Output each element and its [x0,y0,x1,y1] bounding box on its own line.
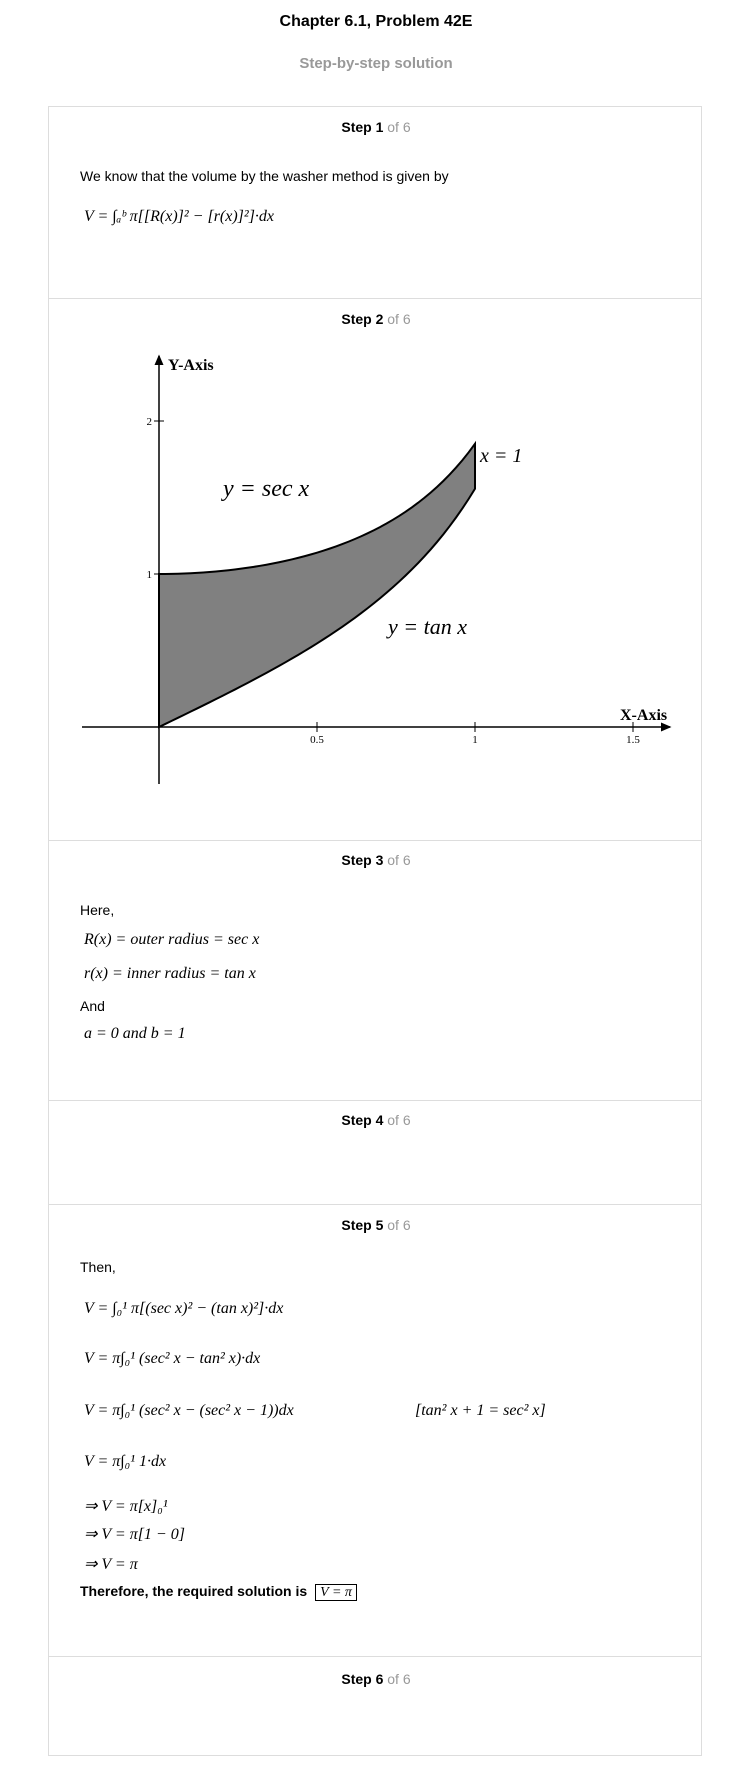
formula: R(x) = outer radius = sec x [84,931,260,948]
formula: V = ∫₀¹ π[(sec x)² − (tan x)²]·dx [84,1300,284,1317]
step-label: Step 4 [341,1112,384,1128]
formula: V = π∫₀¹ (sec² x − tan² x)·dx [84,1350,261,1367]
formula: ⇒ V = π[1 − 0] [84,1526,185,1543]
formula: ⇒ V = π [84,1556,138,1573]
x-tick-label: 0.5 [310,734,324,746]
step-label: Step 1 [341,119,384,135]
step-of: of 6 [387,119,411,135]
x-axis-label: X-Axis [620,707,667,724]
step-of: of 6 [387,852,411,868]
step-of: of 6 [387,1217,411,1233]
graph: Y-Axis X-Axis y = sec x y = tan x x = 1 … [82,354,672,784]
y-axis-label: Y-Axis [168,357,214,374]
text-line: Here, [80,902,115,918]
step-label: Step 6 [341,1671,384,1687]
x-tick-label: 1 [472,734,478,746]
formula: V = π∫₀¹ 1·dx [84,1453,167,1470]
step-heading: Step 5 of 6 [0,1217,752,1233]
step-heading: Step 2 of 6 [0,311,752,327]
formula: V = π∫₀¹ (sec² x − (sec² x − 1))dx [84,1402,294,1419]
formula: V = ∫ₐᵇ π[[R(x)]² − [r(x)]²]·dx [84,208,275,225]
step-heading: Step 3 of 6 [0,852,752,868]
step-label: Step 5 [341,1217,384,1233]
step-heading: Step 4 of 6 [0,1112,752,1128]
conclusion-text: Therefore, the required solution is [80,1583,308,1599]
text-line: And [80,998,105,1014]
step-heading: Step 6 of 6 [0,1671,752,1687]
step-of: of 6 [387,311,411,327]
curve-label: y = tan x [386,614,467,639]
formula: ⇒ V = π[x]₀¹ [84,1498,168,1515]
subtitle: Step-by-step solution [299,55,453,72]
shaded-region [158,440,476,729]
formula: a = 0 and b = 1 [84,1025,186,1042]
formula: r(x) = inner radius = tan x [84,965,256,982]
title: Chapter 6.1, Problem 42E [279,13,473,30]
step-of: of 6 [387,1671,411,1687]
step-label: Step 2 [341,311,384,327]
step-box [48,1656,702,1756]
curve-label: x = 1 [479,445,522,467]
step-of: of 6 [387,1112,411,1128]
y-tick-label: 2 [147,416,153,428]
answer-box: V = π [315,1584,357,1601]
step-heading: Step 1 of 6 [0,119,752,135]
conclusion: Therefore, the required solution is V = π [80,1583,357,1601]
y-tick-label: 1 [147,569,153,581]
identity-note: [tan² x + 1 = sec² x] [415,1402,546,1419]
x-tick-label: 1.5 [626,734,640,746]
text-line: Then, [80,1259,116,1275]
curve-label: y = sec x [221,476,309,502]
step-label: Step 3 [341,852,384,868]
text-line: We know that the volume by the washer me… [80,168,449,184]
